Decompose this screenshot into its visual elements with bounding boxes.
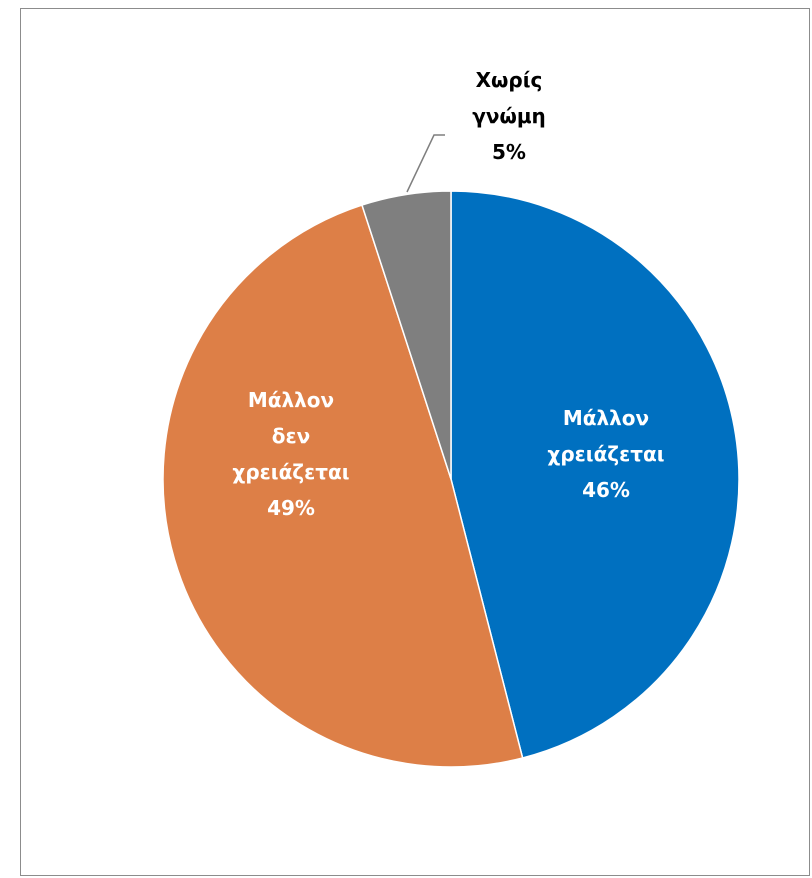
slice-category-label: χρειάζεται (547, 442, 664, 466)
slice-category-label: χρειάζεται (232, 460, 349, 484)
slice-value-label: 5% (492, 140, 526, 164)
slice-value-label: 46% (582, 478, 630, 502)
pie-slice-0 (450, 190, 740, 759)
pie-slice-2 (361, 190, 452, 480)
slice-label-0: Μάλλον χρειάζεται 46% (547, 406, 664, 502)
slice-category-label: γνώμη (472, 104, 546, 128)
slice-value-label: 49% (267, 496, 315, 520)
chart-area: Μάλλον χρειάζεται 46% Μάλλον δεν χρειάζεται 49… (20, 8, 810, 876)
leader-line-2 (406, 134, 445, 193)
slice-label-1: Μάλλον δεν χρειάζεται 49% (232, 388, 349, 520)
slice-category-label: δεν (272, 424, 311, 448)
slice-category-label: Μάλλον (563, 406, 649, 430)
pie-slice-1 (162, 204, 524, 768)
slice-label-2: Χωρίς γνώμη 5% (472, 68, 546, 164)
pie-chart: Μάλλον χρειάζεται 46% Μάλλον δεν χρειάζεται 49… (162, 68, 740, 768)
slice-category-label: Χωρίς (476, 68, 543, 92)
slice-category-label: Μάλλον (248, 388, 334, 412)
